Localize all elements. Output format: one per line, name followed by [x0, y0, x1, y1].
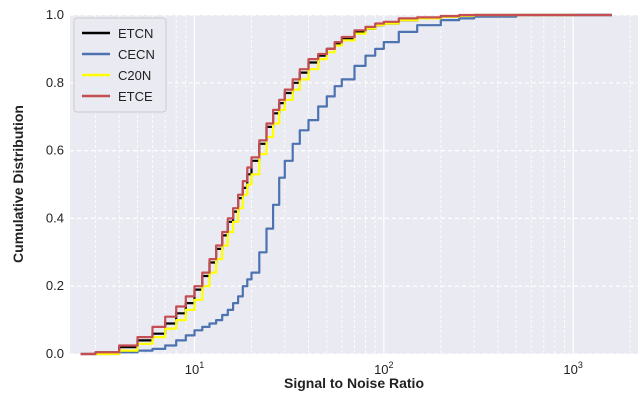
series-line-c20n [95, 13, 574, 356]
x-tick-label: 103 [563, 360, 582, 377]
legend-label-cecn: CECN [118, 47, 155, 62]
series-line-cecn [95, 13, 612, 356]
legend-box [73, 17, 167, 113]
legend-label-etce: ETCE [118, 89, 153, 104]
y-axis-label: Cumulative Distribution [10, 105, 26, 263]
y-tick-labels: 0.0 0.2 0.4 0.6 0.8 1.0 [46, 7, 64, 361]
y-tick-label: 0.4 [46, 210, 64, 225]
x-axis-label: Signal to Noise Ratio [284, 375, 424, 391]
legend-label-c20n: C20N [118, 68, 151, 83]
series-lines [80, 13, 612, 356]
legend-label-etcn: ETCN [118, 26, 153, 41]
legend: ETCN CECN C20N ETCE [73, 17, 167, 113]
y-tick-label: 1.0 [46, 7, 64, 22]
x-tick-label: 101 [185, 360, 204, 377]
y-tick-label: 0.0 [46, 346, 64, 361]
x-tick-labels: 101 102 103 [185, 360, 583, 377]
x-tick-label: 102 [374, 360, 393, 377]
y-tick-label: 0.2 [46, 278, 64, 293]
series-line-etce [80, 13, 612, 356]
y-tick-label: 0.8 [46, 75, 64, 90]
y-tick-label: 0.6 [46, 143, 64, 158]
